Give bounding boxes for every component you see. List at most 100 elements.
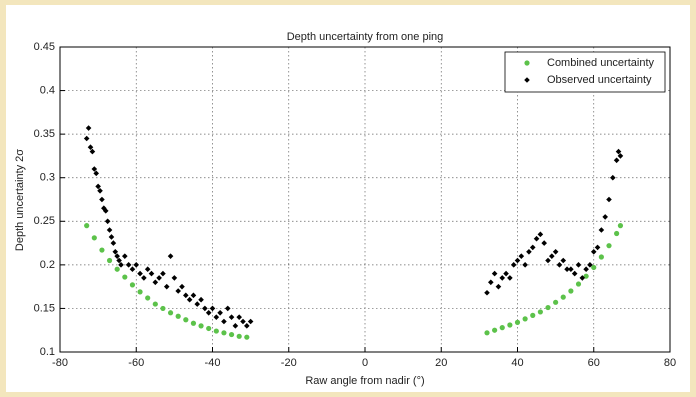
point xyxy=(108,234,115,240)
point xyxy=(87,144,94,151)
point xyxy=(568,266,574,273)
point xyxy=(594,244,601,251)
point xyxy=(575,281,582,287)
point xyxy=(198,296,204,303)
point xyxy=(614,230,620,237)
point xyxy=(499,275,506,281)
point xyxy=(549,253,555,259)
point xyxy=(510,262,517,268)
point xyxy=(137,289,143,295)
point xyxy=(606,196,612,203)
point xyxy=(224,305,231,312)
point xyxy=(160,305,166,312)
point xyxy=(129,266,136,273)
point xyxy=(152,279,159,286)
point xyxy=(613,157,620,164)
point xyxy=(495,283,502,290)
point xyxy=(129,282,136,288)
point xyxy=(587,262,593,268)
point xyxy=(533,235,540,242)
y-tick-label: 0.1 xyxy=(40,346,55,358)
point xyxy=(484,330,490,336)
point xyxy=(575,262,582,268)
point xyxy=(186,296,193,303)
point xyxy=(236,314,242,320)
point xyxy=(491,270,498,277)
point xyxy=(560,257,567,264)
point xyxy=(522,262,528,268)
point xyxy=(163,283,170,290)
point xyxy=(183,317,189,323)
point xyxy=(488,279,494,286)
point xyxy=(610,174,616,181)
point xyxy=(247,318,254,325)
point xyxy=(106,257,113,264)
point xyxy=(507,275,513,281)
point xyxy=(484,289,490,296)
point xyxy=(179,283,185,290)
point xyxy=(148,270,155,277)
point xyxy=(522,316,528,322)
point xyxy=(156,275,162,281)
point xyxy=(137,270,143,277)
x-tick-label: 60 xyxy=(588,357,600,369)
point xyxy=(106,227,113,233)
point xyxy=(552,248,559,255)
point xyxy=(116,257,122,264)
point xyxy=(579,275,586,281)
point xyxy=(617,153,624,159)
y-tick-label: 0.2 xyxy=(40,259,55,271)
point xyxy=(545,304,551,311)
point xyxy=(529,244,536,251)
point xyxy=(228,331,235,338)
legend-label: Observed uncertainty xyxy=(547,74,652,86)
x-tick-label: 0 xyxy=(362,357,368,369)
point xyxy=(236,333,242,339)
point xyxy=(590,248,597,255)
point xyxy=(91,166,98,172)
point xyxy=(205,309,212,316)
y-tick-label: 0.35 xyxy=(34,128,55,140)
point xyxy=(244,334,250,340)
point xyxy=(503,270,509,277)
point xyxy=(99,196,105,203)
point xyxy=(190,320,197,326)
point xyxy=(615,148,622,155)
point xyxy=(598,254,604,260)
point xyxy=(104,218,111,225)
point xyxy=(171,275,178,281)
point xyxy=(93,170,100,177)
point xyxy=(583,266,589,273)
point xyxy=(564,266,570,273)
x-tick-label: -20 xyxy=(281,357,297,369)
point xyxy=(133,262,140,268)
point xyxy=(507,322,513,328)
x-tick-label: 20 xyxy=(435,357,447,369)
point xyxy=(541,240,547,246)
point xyxy=(99,247,105,253)
point xyxy=(228,314,235,320)
point xyxy=(190,292,197,299)
point xyxy=(112,248,119,255)
point xyxy=(232,323,239,329)
legend-marker xyxy=(524,77,530,83)
point xyxy=(591,264,597,271)
x-tick-label: -60 xyxy=(128,357,144,369)
point xyxy=(240,318,246,325)
point xyxy=(537,309,543,315)
x-tick-label: 40 xyxy=(511,357,523,369)
point xyxy=(514,319,521,325)
y-tick-label: 0.4 xyxy=(40,84,55,96)
point xyxy=(160,270,166,277)
point xyxy=(518,253,525,259)
y-tick-label: 0.45 xyxy=(34,41,55,53)
point xyxy=(602,214,608,220)
y-tick-label: 0.15 xyxy=(34,302,55,314)
point xyxy=(556,262,563,268)
point xyxy=(110,240,117,246)
point xyxy=(167,310,174,316)
point xyxy=(213,314,220,320)
point xyxy=(175,288,181,294)
legend-box xyxy=(504,51,666,93)
